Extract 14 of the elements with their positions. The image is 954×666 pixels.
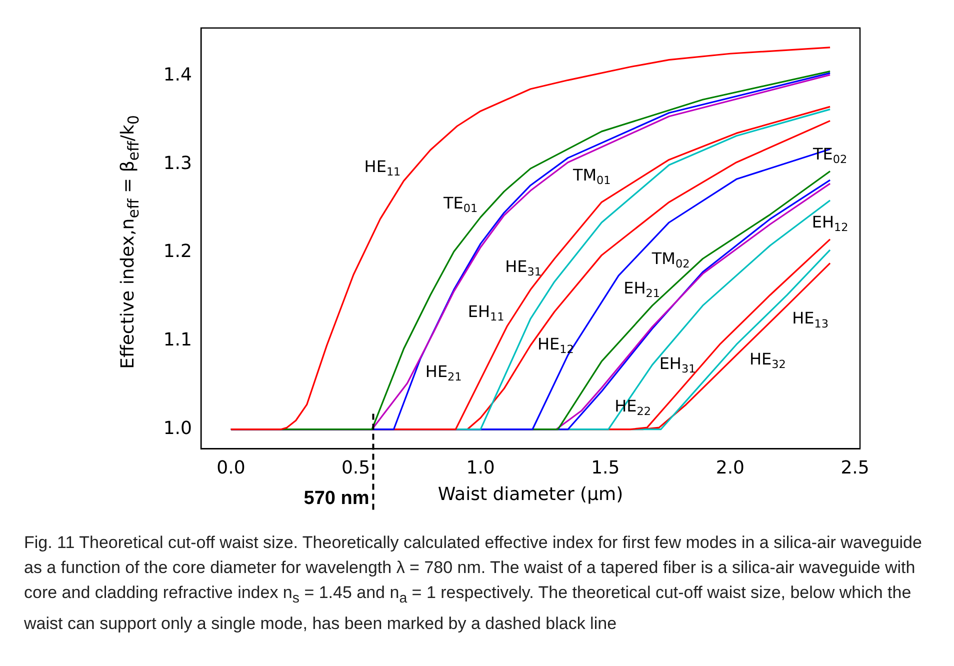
x-tick-label: 1.5 (591, 457, 620, 478)
ref-line-label: 570 nm (304, 488, 370, 510)
x-tick-label: 2.0 (716, 457, 745, 478)
x-tick-label: 2.5 (840, 457, 870, 478)
y-tick-label: 1.1 (163, 330, 192, 351)
x-tick-label: 0.5 (341, 457, 370, 478)
y-tick-label: 1.2 (163, 241, 192, 262)
x-tick-label: 1.0 (466, 457, 495, 478)
x-tick-label: 0.0 (216, 457, 246, 478)
y-tick-label: 1.3 (163, 152, 192, 174)
y-tick-label: 1.0 (163, 418, 192, 440)
caption: Fig. 11 Theoretical cut-off waist size. Theoretically calculated effective index for first few modes in a silica-air waveguide as a function of the core diameter for wavelength λ = 780 nm. The waist of a tapered fiber is a silica-air waveguide with core and cladding refractive index n$_{s}$ = 1.45 and n$_{a}$ = 1 respectively. The theoretical cut-off waist size, below which the waist can support only a single mode, has been marked by a dashed black line (24, 532, 923, 636)
x-axis-title: Waist diameter (μm) (438, 484, 624, 505)
y-tick-label: 1.4 (163, 64, 192, 86)
